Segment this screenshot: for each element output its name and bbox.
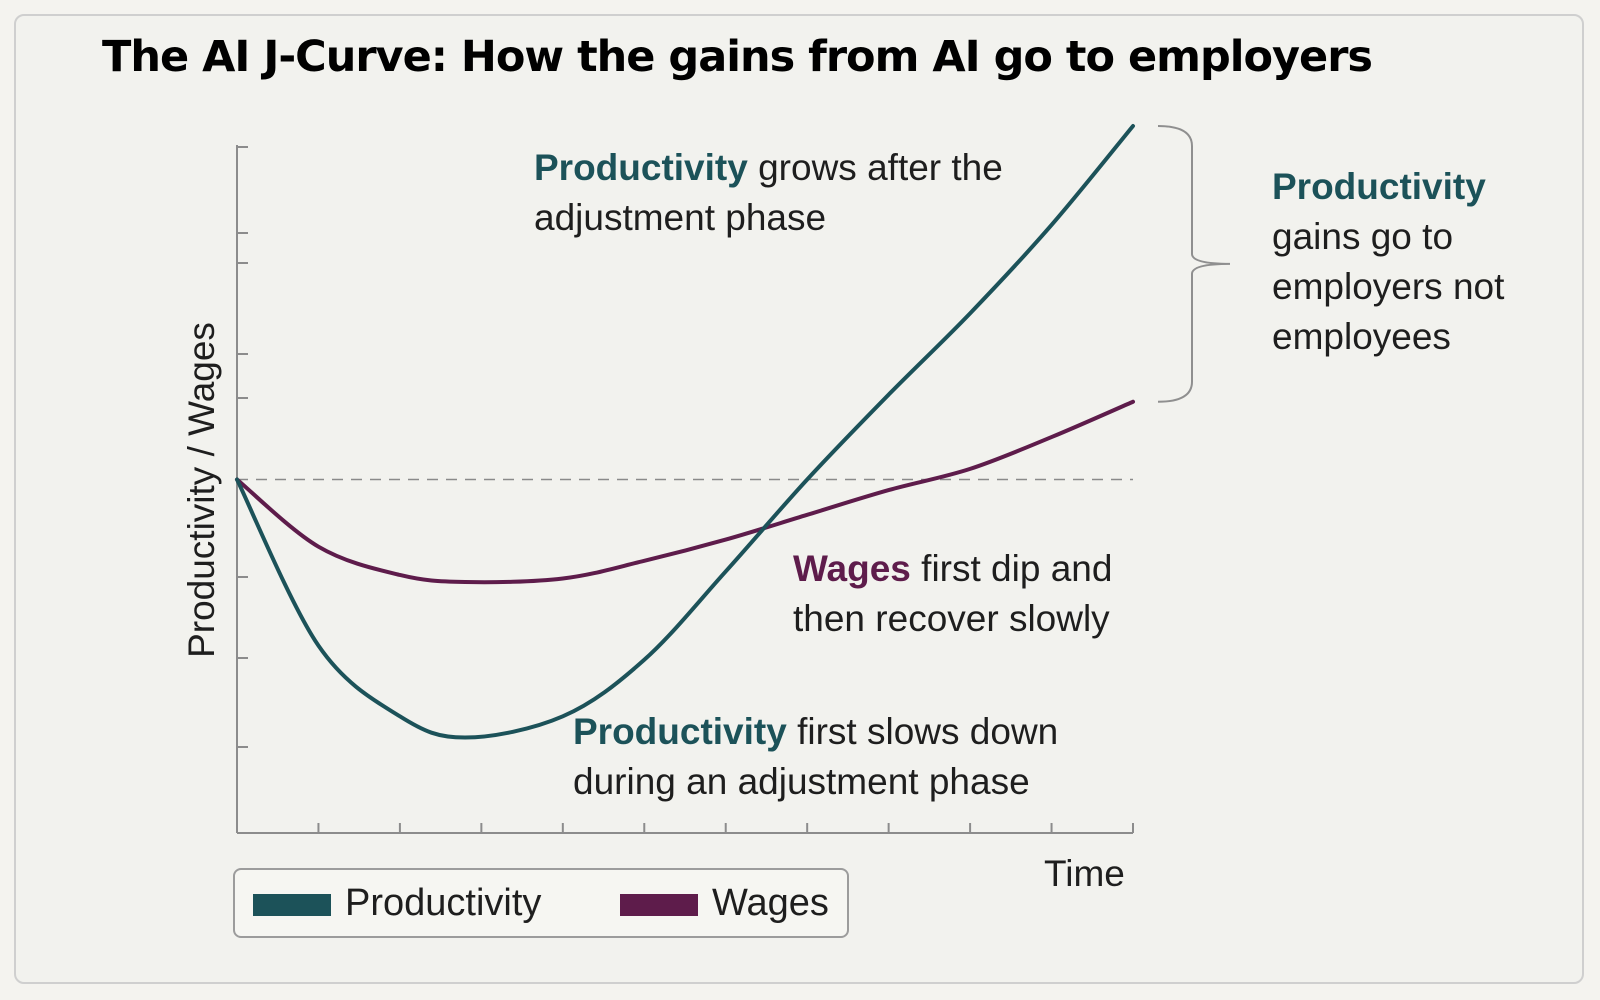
- annotation-wages: Wages first dip and then recover slowly: [793, 544, 1153, 644]
- legend-swatch-productivity: [253, 894, 331, 916]
- series-line-productivity: [235, 124, 1135, 740]
- legend-label-productivity: Productivity: [345, 882, 542, 924]
- legend-swatch-wages: [620, 894, 698, 916]
- annotation-text: first dip and then recover slowly: [793, 548, 1113, 639]
- annotation-bold: Productivity: [1272, 166, 1486, 207]
- axes: [236, 145, 1134, 834]
- annotation-gains-to-employers: Productivity gains go to employers not e…: [1272, 162, 1552, 362]
- chart-frame: [14, 14, 1584, 984]
- legend: Productivity Wages: [233, 868, 849, 938]
- curly-brace: [1157, 125, 1231, 403]
- annotation-text: gains go to employers not employees: [1272, 216, 1505, 357]
- annotation-productivity-grows: Productivity grows after the adjustment …: [534, 143, 1054, 243]
- x-axis-label: Time: [1044, 853, 1125, 894]
- annotation-bold: Productivity: [573, 711, 787, 752]
- annotation-bold: Productivity: [534, 147, 748, 188]
- chart-title: The AI J-Curve: How the gains from AI go…: [102, 32, 1373, 82]
- legend-label-wages: Wages: [712, 882, 829, 924]
- annotation-text: grows after the adjustment phase: [534, 147, 1003, 238]
- gap-brace: [1157, 125, 1231, 403]
- annotation-text: first slows down during an adjustment ph…: [573, 711, 1059, 802]
- series-layer: [235, 124, 1135, 740]
- annotation-bold: Wages: [793, 548, 911, 589]
- series-line-wages: [235, 399, 1135, 585]
- annotation-productivity-slows: Productivity first slows down during an …: [573, 707, 1133, 807]
- y-axis-label: Productivity / Wages: [181, 322, 222, 658]
